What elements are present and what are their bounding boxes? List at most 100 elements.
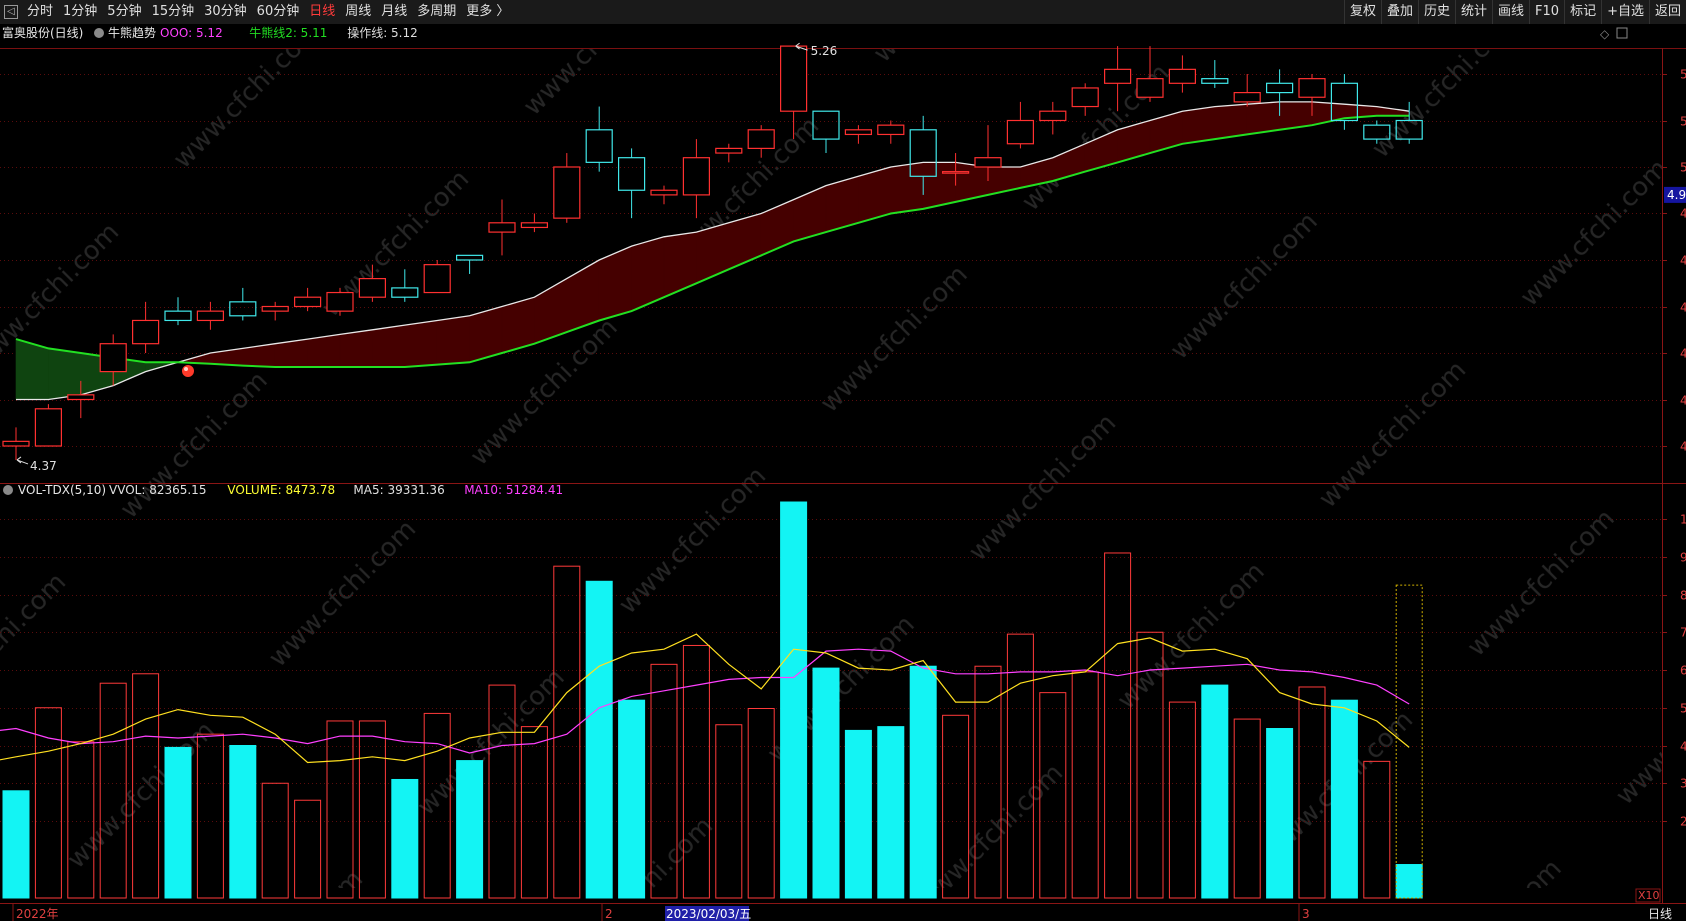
tool-button-3[interactable]: 统计 [1455,0,1492,24]
volume-tick-label: 5000 [1680,702,1686,716]
candle [261,301,289,321]
candle [1298,74,1326,116]
current-price-label: 4.94 [1667,188,1686,202]
volume-legend-item: VOLUME: 8473.78 [227,483,335,497]
indicator-legend-item: 操作线: 5.12 [347,25,418,40]
candle [488,199,516,256]
tool-buttons: 复权 叠加 历史 统计 画线 F10 标记 +自选 返回 [1343,0,1686,24]
candle [1363,120,1391,144]
volume-bar [844,729,872,899]
candle [67,380,95,419]
volume-bar [1201,684,1229,899]
candle-body [682,157,711,196]
tool-button-1[interactable]: 叠加 [1380,0,1418,24]
candle-body [1298,78,1326,98]
tool-button-6[interactable]: 标记 [1564,0,1601,24]
candle [1330,74,1359,130]
low-arrow-icon [16,456,29,465]
volume-legend-item: MA5: 39331.36 [353,483,444,497]
candle [553,153,581,223]
candle-body [1330,82,1359,122]
volume-bar [520,726,548,899]
period-tab-4[interactable]: 30分钟 [204,4,247,19]
price-tick-label: 4.60 [1680,347,1686,361]
volume-bar [877,726,905,899]
candle [1039,101,1067,135]
volume-bar [618,699,646,899]
tool-button-0[interactable]: 复权 [1343,0,1381,24]
candle [585,106,613,172]
candle [1103,46,1132,112]
volume-bar [585,580,613,899]
time-axis-label: 3 [1302,907,1310,921]
candle-body [132,319,160,345]
band-segment [48,348,82,400]
candle [747,125,775,158]
volume-bar [1330,699,1358,899]
price-tick-label: 4.70 [1680,301,1686,315]
volume-settings-icon[interactable] [3,485,13,495]
candle-body [488,222,516,233]
collapse-icon[interactable]: ◁ [4,5,18,19]
period-tab-6[interactable]: 日线 [309,4,336,19]
stock-chart[interactable]: www.cfchi.com 5.205.105.004.904.804.704.… [0,24,1686,921]
settings-circle-icon[interactable] [94,28,104,38]
period-tab-9[interactable]: 多周期 [417,4,457,19]
volume-bar [974,665,1002,899]
candle-body [261,305,289,312]
bull-bear-line2 [15,114,1410,368]
period-tab-3[interactable]: 15分钟 [151,4,195,19]
candle-body [1006,119,1035,145]
candle [1071,83,1099,116]
band-segment [307,334,341,368]
price-tick-label: 4.40 [1680,440,1686,454]
candle [617,148,646,219]
volume-bar [1363,760,1391,899]
candle-body [456,254,484,261]
indicator-legend-item: 牛熊线2: 5.11 [249,25,327,40]
indicator-name: 牛熊趋势 [108,25,156,40]
candle-body [67,394,95,401]
candle [164,297,192,326]
candle-body [229,301,257,317]
price-tick-label: 4.90 [1680,207,1686,221]
diamond-icon[interactable]: ◇ [1600,27,1610,41]
volume-unit-label: X10 [1638,889,1660,902]
period-tab-0[interactable]: 分时 [27,4,54,19]
period-tab-10[interactable]: 更多 〉 [466,4,510,19]
candle [520,213,549,233]
maximize-icon[interactable] [1616,27,1628,39]
candle-body [585,129,613,163]
volume-bar [1136,631,1164,899]
volume-bar [1298,686,1326,899]
tool-button-5[interactable]: F10 [1529,0,1564,24]
price-tick-label: 4.50 [1680,394,1686,408]
tool-button-4[interactable]: 画线 [1492,0,1529,24]
tool-button-7[interactable]: +自选 [1601,0,1649,24]
candle [294,287,322,312]
candle [844,125,873,144]
period-tab-1[interactable]: 1分钟 [63,4,98,19]
candle [1136,46,1164,102]
period-tab-5[interactable]: 60分钟 [256,4,300,19]
candle-body [1168,68,1197,84]
candle-body [294,296,322,308]
volume-bar [196,733,224,899]
volume-bar [1233,718,1261,899]
candle-body [1071,87,1099,108]
period-tab-8[interactable]: 月线 [381,4,408,19]
candle-body [1136,78,1164,98]
tool-button-2[interactable]: 历史 [1417,0,1455,24]
volume-bar [391,778,419,899]
candle [650,185,678,205]
ma10-line [0,648,1410,754]
candle [1006,101,1035,149]
candle-body [715,147,743,154]
period-tab-7[interactable]: 周线 [345,4,372,19]
period-label: 日线 [1648,907,1672,921]
tool-button-8[interactable]: 返回 [1648,0,1686,24]
candle-body [974,157,1002,168]
period-tab-2[interactable]: 5分钟 [107,4,142,19]
volume-bar [132,673,160,899]
candle [34,404,63,447]
